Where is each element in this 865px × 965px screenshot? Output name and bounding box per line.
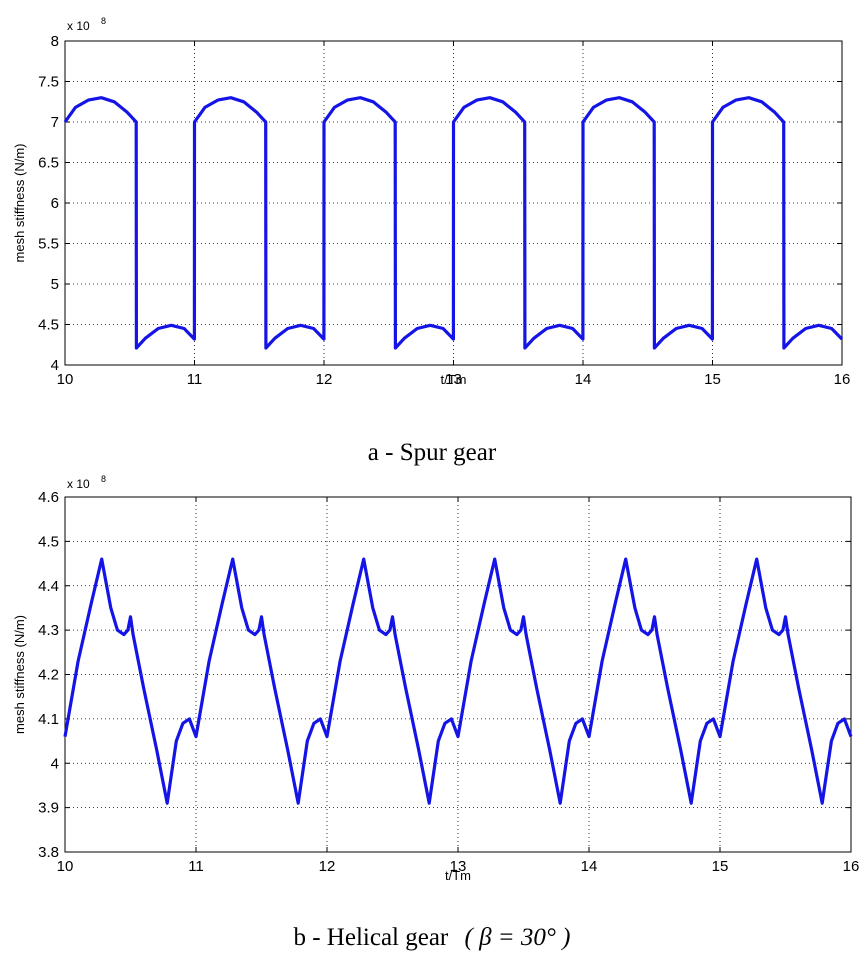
chart-b-y-tick-label: 4.6 [38,489,59,506]
chart-a-x-tick-label: 15 [704,371,721,388]
chart-b-y-tick-label: 4.5 [38,533,59,550]
chart-a-y-tick-label: 4 [51,357,59,374]
chart-b-y-tick-label: 4.3 [38,622,59,639]
chart-b-ticks: 10 11 12 13 14 15 16 3.8 3.9 4 4.1 4.2 4.3 4.4 4.5 4.6 [38,489,859,875]
chart-b-y-tick-label: 4.1 [38,711,59,728]
chart-a-spur-gear: 10 11 12 13 14 15 16 4 4.5 5 5.5 6 6.5 7 7.5 8 x 10 8 t… [12,16,850,466]
chart-b-caption: b - Helical gear ( β = 30° ) [293,924,570,951]
chart-b-y-tick-label: 3.9 [38,800,59,817]
chart-a-x-tick-label: 12 [316,371,333,388]
chart-b-y-tick-label: 4 [51,755,59,772]
chart-a-x-tick-label: 13 [445,371,462,388]
chart-a-y-tick-label: 5.5 [38,236,59,253]
chart-a-y-tick-label: 8 [51,33,59,50]
chart-a-y-tick-label: 5 [51,276,59,293]
chart-b-caption-math: ( β = 30° ) [465,924,571,951]
chart-b-x-tick-label: 15 [712,858,729,875]
chart-a-x-tick-label: 16 [834,371,851,388]
chart-b-x-tick-label: 16 [843,858,860,875]
chart-a-caption: a - Spur gear [368,439,497,466]
chart-b-y-tick-label: 3.8 [38,844,59,861]
chart-b-x-tick-label: 11 [188,858,204,875]
chart-a-y-exponent-power: 8 [101,16,106,26]
chart-b-series-line [63,557,853,805]
chart-b-x-tick-label: 12 [319,858,336,875]
chart-b-helical-gear: 10 11 12 13 14 15 163.83.944.14.24.34.44.54.6 … [12,474,859,951]
chart-a-y-tick-label: 6 [51,195,59,212]
chart-a-x-tick-label: 10 [57,371,74,388]
chart-a-ticks: 10 11 12 13 14 15 16 4 4.5 5 5.5 6 6.5 7 7.5 8 [38,33,850,388]
chart-a-series-line [63,96,844,350]
chart-a-y-tick-label: 6.5 [38,155,59,172]
chart-b-x-tick-label: 14 [581,858,598,875]
chart-b-caption-text: b - Helical gear [293,924,448,951]
chart-b-y-axis-label: mesh stiffness (N/m) [12,615,27,734]
chart-a-x-tick-label: 11 [187,371,203,388]
chart-a-y-tick-label: 7.5 [38,74,59,91]
chart-a-x-axis-label: t/Tm [441,372,467,387]
chart-b-y-tick-label: 4.2 [38,667,59,684]
chart-b-x-axis-label: t/Tm [445,868,471,883]
chart-b-y-exponent-power: 8 [101,474,106,484]
chart-b-y-exponent-base: x 10 [67,477,90,491]
chart-b-grid [65,497,851,852]
chart-a-y-tick-label: 4.5 [38,317,59,334]
chart-b-x-tick-label: 13 [450,858,467,875]
chart-a-y-tick-label: 7 [51,114,59,131]
chart-a-x-tick-label: 14 [575,371,592,388]
chart-b-y-tick-label: 4.4 [38,578,59,595]
chart-b-x-tick-label: 10 [57,858,74,875]
chart-a-y-axis-label: mesh stiffness (N/m) [12,144,27,263]
chart-a-y-exponent-base: x 10 [67,19,90,33]
